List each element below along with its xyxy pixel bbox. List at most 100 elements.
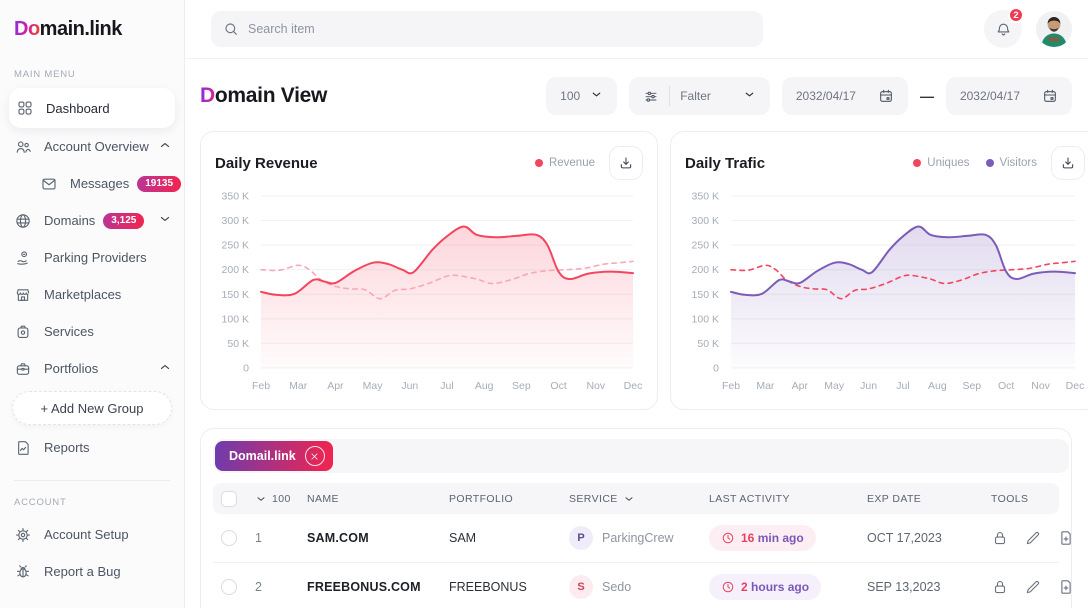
sidebar: Domain.link MAIN MENU Dashboard Account … xyxy=(0,0,185,608)
svg-text:Dec: Dec xyxy=(1066,380,1085,392)
sidebar-item-portfolios[interactable]: Portfolios xyxy=(0,350,184,387)
svg-text:100 K: 100 K xyxy=(222,313,249,325)
remove-filter-button[interactable] xyxy=(304,446,325,466)
sidebar-item-label: Parking Providers xyxy=(44,250,147,265)
page-size-dropdown[interactable]: 100 xyxy=(546,77,618,115)
column-header-tools[interactable]: TOOLS xyxy=(991,492,1029,505)
storefront-icon xyxy=(14,286,32,304)
download-chart-button[interactable] xyxy=(1051,146,1085,180)
legend-label: Visitors xyxy=(999,157,1038,169)
app-logo: Domain.link xyxy=(0,14,184,41)
edit-button[interactable] xyxy=(1024,578,1042,596)
download-chart-button[interactable] xyxy=(609,146,643,180)
svg-text:250 K: 250 K xyxy=(222,240,249,252)
row-count-header[interactable]: 100 xyxy=(255,493,307,505)
active-filters-bar: Domail.link xyxy=(213,439,1069,473)
svg-text:Apr: Apr xyxy=(327,380,344,392)
search-box[interactable] xyxy=(211,11,763,47)
table-row[interactable]: 1 SAM.COM SAM P ParkingCrew 16 min ago O… xyxy=(213,514,1071,563)
svg-text:350 K: 350 K xyxy=(692,191,719,203)
page-title: Domain View xyxy=(200,84,327,108)
svg-text:Feb: Feb xyxy=(722,380,740,392)
filter-label: Falter xyxy=(680,89,711,103)
tools-cell xyxy=(991,578,1088,596)
table-row[interactable]: 2 FREEBONUS.COM FREEBONUS S Sedo 2 hours… xyxy=(213,563,1071,608)
sidebar-item-messages[interactable]: Messages 19135 xyxy=(0,165,184,202)
charts-row: Daily Revenue Revenue 350 K 300 K 250 K 200… xyxy=(200,131,1088,410)
sidebar-item-report-a-bug[interactable]: Report a Bug xyxy=(0,553,184,590)
chart-legend: Uniques Visitors xyxy=(913,157,1037,169)
sidebar-item-dashboard[interactable]: Dashboard xyxy=(9,88,175,128)
sidebar-item-account-setup[interactable]: Account Setup xyxy=(0,516,184,553)
lock-button[interactable] xyxy=(991,529,1009,547)
filter-dropdown[interactable]: Falter xyxy=(629,77,770,115)
svg-text:Nov: Nov xyxy=(1031,380,1050,392)
sidebar-item-marketplaces[interactable]: Marketplaces xyxy=(0,276,184,313)
sidebar-item-services[interactable]: Services xyxy=(0,313,184,350)
legend-label: Uniques xyxy=(927,157,970,169)
globe-icon xyxy=(14,212,32,230)
search-input[interactable] xyxy=(248,22,751,36)
svg-text:150 K: 150 K xyxy=(692,289,719,301)
svg-text:300 K: 300 K xyxy=(222,215,249,227)
sidebar-item-label: Reports xyxy=(44,440,90,455)
report-file-icon xyxy=(14,439,32,457)
sidebar-item-label: Account Setup xyxy=(44,527,129,542)
chevron-up-icon[interactable] xyxy=(158,138,172,155)
svg-text:150 K: 150 K xyxy=(222,289,249,301)
domain-name: FREEBONUS.COM xyxy=(307,580,421,594)
sidebar-item-reports[interactable]: Reports xyxy=(0,429,184,466)
svg-text:Feb: Feb xyxy=(252,380,270,392)
service-box-icon xyxy=(14,323,32,341)
svg-text:0: 0 xyxy=(243,363,249,375)
date-from-picker[interactable]: 2032/04/17 xyxy=(781,77,908,115)
sidebar-item-label: Messages xyxy=(70,176,130,191)
row-checkbox[interactable] xyxy=(221,579,237,595)
logo-text-part: main.link xyxy=(39,18,123,40)
lock-button[interactable] xyxy=(991,578,1009,596)
calendar-icon xyxy=(880,89,892,102)
notifications-button[interactable]: 2 xyxy=(984,7,1024,48)
tools-cell xyxy=(991,529,1088,547)
date-from-value: 2032/04/17 xyxy=(795,89,856,103)
file-add-button[interactable] xyxy=(1057,529,1075,547)
column-header-portfolio[interactable]: PORTFOLIO xyxy=(449,492,514,505)
column-header-name[interactable]: NAME xyxy=(307,492,339,505)
svg-text:50 K: 50 K xyxy=(227,338,249,350)
exp-date: SEP 13,2023 xyxy=(867,580,941,594)
service-cell: P ParkingCrew xyxy=(569,526,709,550)
domains-table-card: Domail.link 100 NAME PORTFOLIO SERVICE L… xyxy=(200,428,1072,608)
svg-text:Sep: Sep xyxy=(512,380,531,392)
sidebar-item-account-overview[interactable]: Account Overview xyxy=(0,128,184,165)
filter-tag-domail-link[interactable]: Domail.link xyxy=(215,441,333,471)
exp-date: OCT 17,2023 xyxy=(867,531,942,545)
chevron-up-icon[interactable] xyxy=(158,360,172,377)
search-icon xyxy=(225,23,237,35)
chevron-down-icon xyxy=(257,496,265,501)
svg-text:Oct: Oct xyxy=(550,380,566,392)
add-new-group-button[interactable]: + Add New Group xyxy=(12,391,172,425)
content: Domain View 100 Falter 2032/04/17 xyxy=(185,59,1088,608)
chevron-down-icon[interactable] xyxy=(158,212,172,229)
account-section-label: ACCOUNT xyxy=(14,497,67,508)
chevron-down-icon xyxy=(743,88,756,104)
users-icon xyxy=(14,138,32,156)
column-header-exp-date[interactable]: EXP DATE xyxy=(867,492,922,505)
edit-button[interactable] xyxy=(1024,529,1042,547)
date-to-picker[interactable]: 2032/04/17 xyxy=(945,77,1072,115)
select-all-checkbox[interactable] xyxy=(221,490,237,507)
user-avatar[interactable] xyxy=(1036,11,1072,47)
chart-title: Daily Trafic xyxy=(685,154,766,172)
sidebar-item-parking-providers[interactable]: Parking Providers xyxy=(0,239,184,276)
file-add-button[interactable] xyxy=(1057,578,1075,596)
date-range-separator: — xyxy=(919,88,934,104)
lock-icon xyxy=(994,581,1006,594)
column-header-service[interactable]: SERVICE xyxy=(569,493,709,505)
svg-text:Oct: Oct xyxy=(998,380,1014,392)
sidebar-item-domains[interactable]: Domains 3,125 xyxy=(0,202,184,239)
column-header-last-activity[interactable]: LAST ACTIVITY xyxy=(709,492,790,505)
service-cell: S Sedo xyxy=(569,575,709,599)
chart-title: Daily Revenue xyxy=(215,154,318,172)
row-checkbox[interactable] xyxy=(221,530,237,546)
legend-dot xyxy=(534,159,543,167)
